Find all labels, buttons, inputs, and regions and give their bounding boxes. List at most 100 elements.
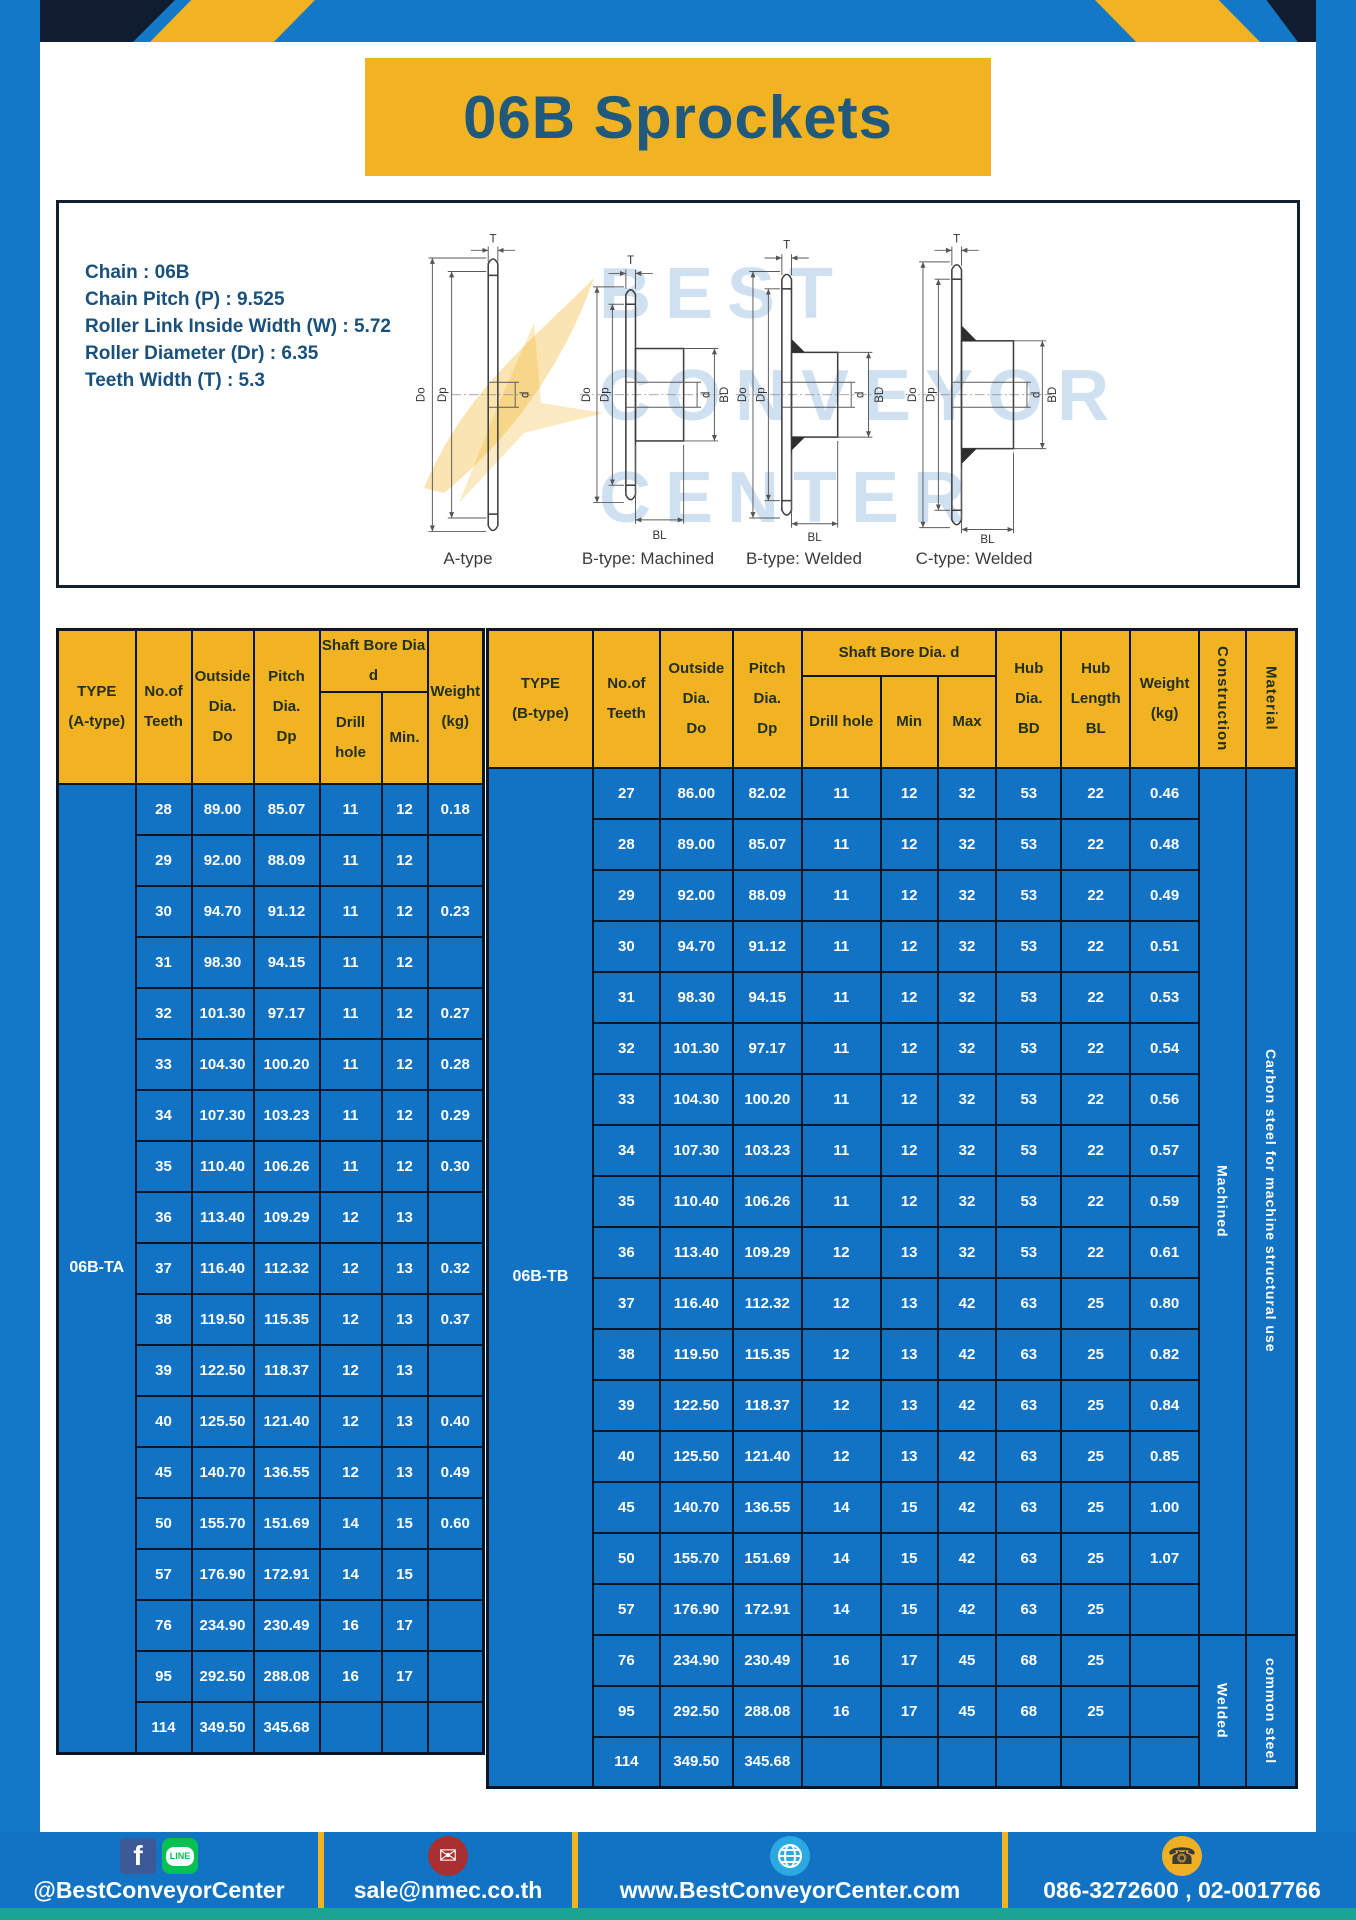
table-cell: 176.90 xyxy=(658,1582,734,1636)
table-cell: 53 xyxy=(995,1021,1063,1075)
table-cell: 63 xyxy=(995,1429,1063,1483)
table-cell: 116.40 xyxy=(658,1276,734,1330)
dim-label-dp: Dp xyxy=(926,387,938,402)
table-cell: 53 xyxy=(995,766,1063,820)
table-cell: 45 xyxy=(936,1684,998,1738)
table-cell xyxy=(1129,1735,1201,1789)
table-cell: 155.70 xyxy=(658,1531,734,1585)
footer-social-handle[interactable]: @BestConveyorCenter xyxy=(33,1877,285,1903)
watermark-line: BEST xyxy=(599,254,848,334)
table-cell: 118.37 xyxy=(252,1344,321,1397)
table-cell: 53 xyxy=(995,1174,1063,1228)
table-cell: 122.50 xyxy=(658,1378,734,1432)
table-cell: 22 xyxy=(1060,1072,1132,1126)
dim-label-bd: BD xyxy=(874,387,886,403)
table-cell: 98.30 xyxy=(658,970,734,1024)
table-cell: 172.91 xyxy=(731,1582,803,1636)
col-header-weight: Weight (kg) xyxy=(426,628,485,785)
table-cell: 0.46 xyxy=(1129,766,1201,820)
table-cell: 13 xyxy=(380,1293,429,1346)
table-cell: 12 xyxy=(800,1327,882,1381)
table-cell: 12 xyxy=(318,1344,383,1397)
construction-cell: Machined xyxy=(1198,766,1247,1636)
type-label-cell: 06B-TA xyxy=(56,783,137,1754)
table_a-row: 35 110.40 106.26 11 12 0.30 xyxy=(58,1140,485,1193)
table-cell: 0.56 xyxy=(1129,1072,1201,1126)
footer-website-section: www.BestConveyorCenter.com xyxy=(578,1832,1002,1908)
table_b-row: 50 155.70 151.69 14 15 42 63 25 1.07 xyxy=(488,1531,1297,1585)
table-cell: 50 xyxy=(134,1497,193,1550)
table-cell: 42 xyxy=(936,1429,998,1483)
table-cell: 14 xyxy=(800,1582,882,1636)
facebook-icon[interactable]: f xyxy=(120,1838,156,1874)
globe-icon[interactable] xyxy=(770,1836,810,1876)
phone-icon[interactable]: ☎ xyxy=(1162,1836,1202,1876)
a-type-diagram: Do Dp T d A-type xyxy=(393,233,543,569)
table-cell: 12 xyxy=(879,1123,939,1177)
table-cell: 11 xyxy=(800,1123,882,1177)
table_a-row: 29 92.00 88.09 11 12 xyxy=(58,834,485,887)
table-cell: 112.32 xyxy=(731,1276,803,1330)
table-cell: 32 xyxy=(936,1174,998,1228)
table-cell: 13 xyxy=(879,1327,939,1381)
table-cell: 115.35 xyxy=(252,1293,321,1346)
table_a-row: 31 98.30 94.15 11 12 xyxy=(58,936,485,989)
table-cell: 53 xyxy=(995,1123,1063,1177)
mail-icon[interactable]: ✉ xyxy=(428,1836,468,1876)
line-icon[interactable]: LINE xyxy=(162,1838,198,1874)
table-cell: 234.90 xyxy=(190,1599,255,1652)
table-cell xyxy=(426,1191,485,1244)
table-cell: 27 xyxy=(591,766,661,820)
table-cell: 0.54 xyxy=(1129,1021,1201,1075)
table-cell: 12 xyxy=(879,817,939,871)
spec-line: Chain : 06B xyxy=(85,262,190,283)
table-cell: 63 xyxy=(995,1378,1063,1432)
table-cell: 42 xyxy=(936,1378,998,1432)
table-cell xyxy=(426,936,485,989)
col-header-shaft-bore: Shaft Bore Dia. d xyxy=(800,628,998,677)
phone-glyph: ☎ xyxy=(1167,1842,1197,1869)
table-cell: 25 xyxy=(1060,1276,1132,1330)
dim-label-d: d xyxy=(520,392,532,398)
table-cell: 12 xyxy=(380,1089,429,1142)
dim-label-t: T xyxy=(953,234,960,246)
table_b-row: 28 89.00 85.07 11 12 32 53 22 0.48 xyxy=(488,817,1297,871)
table-cell: 33 xyxy=(591,1072,661,1126)
table_b-row: 114 349.50 345.68 xyxy=(488,1735,1297,1789)
table-cell: 25 xyxy=(1060,1633,1132,1687)
table_a-row: 34 107.30 103.23 11 12 0.29 xyxy=(58,1089,485,1142)
table-cell: 34 xyxy=(591,1123,661,1177)
table-cell: 32 xyxy=(936,766,998,820)
table-cell: 32 xyxy=(936,970,998,1024)
table-cell: 125.50 xyxy=(658,1429,734,1483)
table-cell: 94.70 xyxy=(190,885,255,938)
line-bubble: LINE xyxy=(166,1846,194,1866)
table-cell: 32 xyxy=(936,1123,998,1177)
footer-website[interactable]: www.BestConveyorCenter.com xyxy=(619,1877,961,1903)
table-cell: 13 xyxy=(380,1191,429,1244)
table-cell: 0.57 xyxy=(1129,1123,1201,1177)
footer-email[interactable]: sale@nmec.co.th xyxy=(353,1877,543,1903)
table-cell: 31 xyxy=(134,936,193,989)
table-cell: 0.80 xyxy=(1129,1276,1201,1330)
table_b-row: 76 234.90 230.49 16 17 45 68 25 Welded common ste… xyxy=(488,1633,1298,1789)
table-cell: 11 xyxy=(800,970,882,1024)
table-cell: 11 xyxy=(318,885,383,938)
table-cell xyxy=(800,1735,882,1789)
table_a-row: 114 349.50 345.68 xyxy=(58,1701,485,1754)
table-cell: 63 xyxy=(995,1276,1063,1330)
c-type-welded-diagram: Do Dp T d BD BL C-type: Welded xyxy=(889,233,1059,569)
dim-label-do: Do xyxy=(416,387,428,402)
table-cell: 68 xyxy=(995,1633,1063,1687)
table-cell: 13 xyxy=(380,1344,429,1397)
table-cell: 345.68 xyxy=(252,1701,321,1754)
table-cell: 12 xyxy=(380,987,429,1040)
footer-phone-numbers[interactable]: 086-3272600 , 02-0017766 xyxy=(1043,1877,1321,1903)
table-cell: 32 xyxy=(936,1072,998,1126)
table-cell: 12 xyxy=(380,783,429,836)
table-cell xyxy=(1129,1633,1201,1687)
table-cell: 12 xyxy=(800,1429,882,1483)
table-cell: 12 xyxy=(380,834,429,887)
table_a-row: 38 119.50 115.35 12 13 0.37 xyxy=(58,1293,485,1346)
type-label-cell: 06B-TB xyxy=(486,766,594,1789)
